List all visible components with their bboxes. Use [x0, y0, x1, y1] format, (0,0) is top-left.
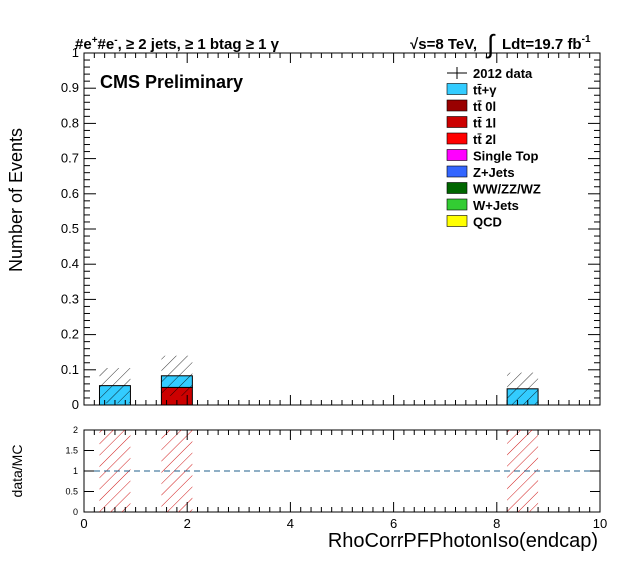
y-tick-label: 0.1	[61, 362, 79, 377]
ratio-y-tick-label: 1	[73, 466, 78, 476]
selection-label: #e+#e-, ≥ 2 jets, ≥ 1 btag ≥ 1 γ	[75, 35, 280, 53]
legend-label: QCD	[473, 215, 502, 230]
ratio-y-tick-label: 0	[73, 507, 78, 517]
y-axis-title: Number of Events	[6, 128, 26, 272]
ratio-axis-title: data/MC	[9, 445, 25, 498]
legend-label: tt̄+γ	[473, 83, 497, 98]
uncertainty-band	[161, 355, 193, 396]
legend-label: tt̄ 1l	[473, 116, 496, 131]
legend-swatch	[446, 149, 468, 161]
legend-label: tt̄ 0l	[473, 99, 496, 114]
cms-preliminary-label: CMS Preliminary	[100, 72, 243, 92]
main-panel: 0 0.1 0.2 0.3 0.4 0.5 0.6 0.7 0.8 0.9 1 Number of …	[6, 45, 601, 412]
x-tick-label: 0	[80, 516, 87, 531]
legend-swatch	[446, 215, 468, 227]
main-frame	[83, 52, 601, 406]
legend-label: tt̄ 2l	[473, 132, 496, 147]
legend-swatch	[446, 132, 468, 145]
x-tick-label: 10	[593, 516, 607, 531]
y-tick-label: 1	[72, 45, 79, 60]
integral-sign: ∫	[485, 29, 496, 59]
legend-label: Z+Jets	[473, 165, 515, 180]
ratio-y-tick-label: 2	[73, 425, 78, 435]
y-tick-label: 0.7	[61, 151, 79, 166]
x-tick-label: 2	[184, 516, 191, 531]
luminosity-label: Ldt=19.7 fb-1	[502, 34, 591, 53]
legend-label: Single Top	[473, 149, 539, 164]
y-tick-label: 0.4	[61, 256, 79, 271]
legend-swatch	[446, 116, 468, 128]
energy-label: √s=8 TeV,	[410, 36, 477, 53]
legend-swatch	[446, 83, 468, 95]
ratio-y-tick-label: 1.5	[65, 446, 78, 456]
legend-swatch	[446, 99, 468, 112]
y-tick-label: 0.8	[61, 115, 79, 130]
y-tick-label: 0.3	[61, 291, 79, 306]
y-tick-label: 0.6	[61, 186, 79, 201]
legend-label: WW/ZZ/WZ	[473, 182, 541, 197]
ratio-uncertainty-band	[507, 430, 539, 512]
y-tick-label: 0	[72, 397, 79, 412]
ratio-y-tick-label: 0.5	[65, 487, 78, 497]
legend-label: W+Jets	[473, 198, 519, 213]
uncertainty-band	[507, 372, 539, 405]
legend-swatch	[446, 182, 468, 194]
x-tick-label: 8	[493, 516, 500, 531]
legend-swatch	[446, 165, 468, 178]
legend-swatch	[446, 198, 468, 211]
x-tick-label: 6	[390, 516, 397, 531]
y-tick-label: 0.2	[61, 327, 79, 342]
x-tick-label: 4	[287, 516, 294, 531]
x-axis-title: RhoCorrPFPhotonIso(endcap)	[328, 530, 598, 552]
y-tick-label: 0.5	[61, 221, 79, 236]
y-tick-label: 0.9	[61, 80, 79, 95]
legend-label: 2012 data	[473, 66, 533, 81]
uncertainty-band	[99, 368, 131, 404]
ratio-panel: 0 0.5 1 1.5 2 0 2 4 6 8 10 data/MC RhoCorrPFPhoto…	[9, 425, 607, 552]
